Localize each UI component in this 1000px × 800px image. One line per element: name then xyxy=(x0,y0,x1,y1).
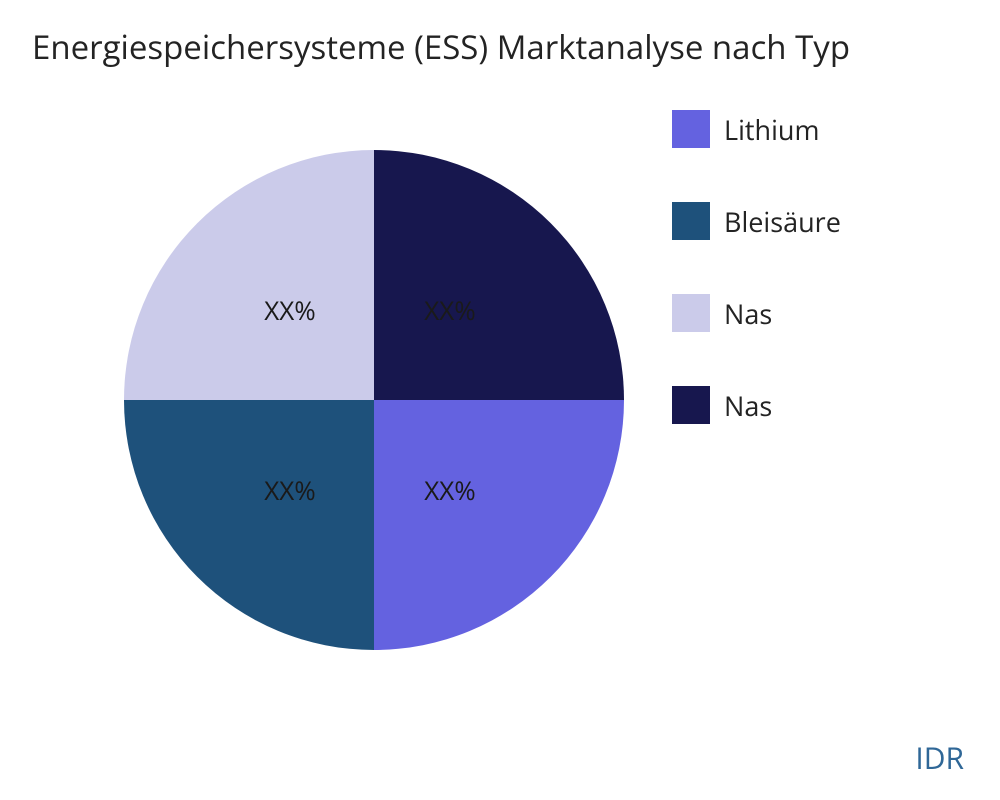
legend: Lithium Bleisäure Nas Nas xyxy=(672,110,841,424)
legend-item: Bleisäure xyxy=(672,202,841,240)
chart-container: Energiespeichersysteme (ESS) Marktanalys… xyxy=(0,0,1000,800)
legend-label: Nas xyxy=(724,295,772,332)
legend-item: Nas xyxy=(672,386,841,424)
pie-slice xyxy=(124,400,374,650)
pie-slice xyxy=(374,400,624,650)
slice-label: XX% xyxy=(424,472,476,508)
legend-label: Lithium xyxy=(724,111,819,148)
legend-swatch xyxy=(672,202,710,240)
legend-item: Nas xyxy=(672,294,841,332)
legend-swatch xyxy=(672,110,710,148)
slice-label: XX% xyxy=(424,292,476,328)
pie-slice xyxy=(374,150,624,400)
pie-svg xyxy=(0,0,1000,800)
legend-item: Lithium xyxy=(672,110,841,148)
slice-label: XX% xyxy=(264,472,316,508)
slice-label: XX% xyxy=(264,292,316,328)
pie-slice xyxy=(124,150,374,400)
legend-swatch xyxy=(672,294,710,332)
footer-brand: IDR xyxy=(915,737,964,778)
legend-label: Bleisäure xyxy=(724,203,841,240)
legend-swatch xyxy=(672,386,710,424)
legend-label: Nas xyxy=(724,387,772,424)
